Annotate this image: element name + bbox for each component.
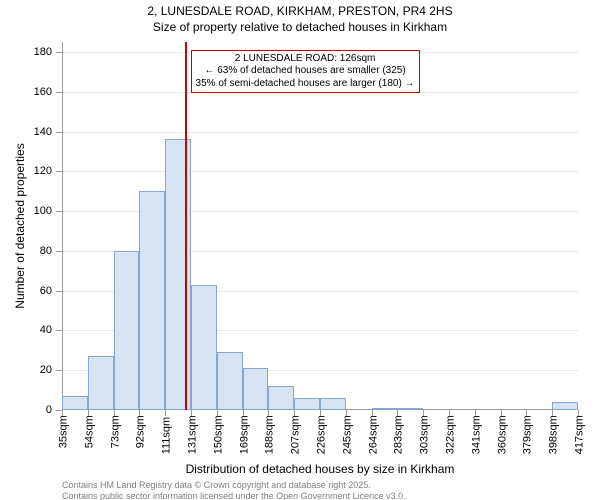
x-tick-label: 150sqm xyxy=(212,415,224,454)
y-tick-label: 60 xyxy=(40,285,52,297)
x-tick-label: 226sqm xyxy=(316,415,328,454)
attribution-block: Contains HM Land Registry data © Crown c… xyxy=(62,480,406,500)
y-tick-label: 120 xyxy=(34,165,52,177)
histogram-bar xyxy=(397,408,423,410)
x-tick-label: 283sqm xyxy=(393,415,405,454)
attribution-line-1: Contains HM Land Registry data © Crown c… xyxy=(62,480,406,491)
histogram-bar xyxy=(552,402,578,410)
x-tick-label: 322sqm xyxy=(445,415,457,454)
y-axis-line xyxy=(62,42,63,410)
y-axis-title: Number of detached properties xyxy=(13,143,27,308)
y-tick-label: 0 xyxy=(46,404,52,416)
y-tick-label: 160 xyxy=(34,86,52,98)
y-tick-label: 180 xyxy=(34,46,52,58)
x-tick-label: 188sqm xyxy=(264,415,276,454)
x-tick-label: 398sqm xyxy=(548,415,560,454)
y-tick-label: 100 xyxy=(34,205,52,217)
x-tick-label: 303sqm xyxy=(419,415,431,454)
grid-line xyxy=(62,171,578,172)
histogram-bar xyxy=(294,398,320,410)
y-tick-label: 40 xyxy=(40,324,52,336)
figure-root: 2, LUNESDALE ROAD, KIRKHAM, PRESTON, PR4… xyxy=(0,0,600,500)
x-tick-label: 169sqm xyxy=(238,415,250,454)
histogram-bar xyxy=(372,408,398,410)
histogram-bar xyxy=(268,386,294,410)
x-tick-label: 264sqm xyxy=(367,415,379,454)
annotation-line: 35% of semi-detached houses are larger (… xyxy=(196,78,415,91)
histogram-bar xyxy=(320,398,346,410)
attribution-line-2: Contains public sector information licen… xyxy=(62,491,406,500)
histogram-bar xyxy=(62,396,88,410)
title-line-1: 2, LUNESDALE ROAD, KIRKHAM, PRESTON, PR4… xyxy=(0,4,600,18)
annotation-box: 2 LUNESDALE ROAD: 126sqm← 63% of detache… xyxy=(191,50,420,94)
plot-area: 02040608010012014016018035sqm54sqm73sqm9… xyxy=(62,42,578,410)
x-tick-label: 245sqm xyxy=(341,415,353,454)
x-tick-mark xyxy=(165,410,166,416)
histogram-bar xyxy=(88,356,114,410)
grid-line xyxy=(62,132,578,133)
annotation-line: 2 LUNESDALE ROAD: 126sqm xyxy=(196,53,415,66)
histogram-bar xyxy=(191,285,217,410)
x-tick-label: 131sqm xyxy=(187,415,199,454)
y-tick-label: 20 xyxy=(40,364,52,376)
x-tick-label: 35sqm xyxy=(58,415,70,448)
annotation-line: ← 63% of detached houses are smaller (32… xyxy=(196,65,415,78)
x-tick-label: 360sqm xyxy=(496,415,508,454)
histogram-bar xyxy=(139,191,165,410)
x-tick-label: 207sqm xyxy=(290,415,302,454)
x-tick-label: 111sqm xyxy=(161,417,173,455)
y-tick-label: 140 xyxy=(34,126,52,138)
x-tick-label: 73sqm xyxy=(109,415,121,448)
x-tick-label: 379sqm xyxy=(522,415,534,454)
x-axis-title: Distribution of detached houses by size … xyxy=(186,462,455,476)
histogram-chart: 02040608010012014016018035sqm54sqm73sqm9… xyxy=(62,42,578,410)
x-tick-label: 341sqm xyxy=(470,415,482,454)
x-tick-label: 92sqm xyxy=(135,415,147,448)
reference-line xyxy=(185,42,187,410)
y-tick-label: 80 xyxy=(40,245,52,257)
x-tick-label: 417sqm xyxy=(574,415,586,454)
histogram-bar xyxy=(217,352,243,410)
histogram-bar xyxy=(114,251,140,410)
histogram-bar xyxy=(243,368,269,410)
histogram-bar xyxy=(165,139,191,410)
title-line-2: Size of property relative to detached ho… xyxy=(0,20,600,34)
x-tick-label: 54sqm xyxy=(83,415,95,448)
